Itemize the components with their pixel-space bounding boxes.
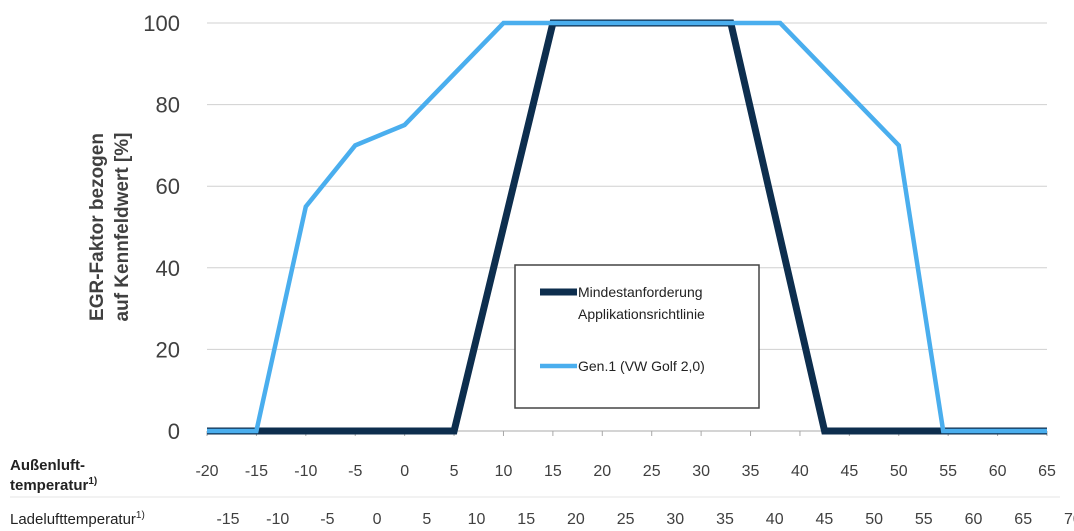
y-axis-title-line: auf Kennfeldwert [%] <box>112 133 133 322</box>
x-row1-label-line2: temperatur1) <box>10 476 97 494</box>
x-axis: Außenluft-temperatur1) -20 -15 -10 -5 0 5 10 15 2… <box>10 457 1074 528</box>
x-tick-label: 55 <box>939 463 957 480</box>
x-row1-footnote: 1) <box>88 476 97 487</box>
y-tick-label: 80 <box>156 93 180 118</box>
x-row2-tick-label: 70 <box>1064 511 1074 528</box>
x-row2-footnote: 1) <box>136 510 145 521</box>
x-tick-label: 65 <box>1038 463 1056 480</box>
y-axis-title: EGR-Faktor bezogen auf Kennfeldwert [%] <box>87 133 133 322</box>
y-tick-label: 60 <box>156 174 180 199</box>
x-row2-label: Ladelufttemperatur1) <box>10 510 145 528</box>
x-row2-tick-label: 30 <box>666 511 684 528</box>
x-row2-tick-label: -15 <box>216 511 239 528</box>
x-row2-tick-label: 65 <box>1014 511 1032 528</box>
x-row2-tick-label: 60 <box>965 511 983 528</box>
x-row2-tick-label: -10 <box>266 511 289 528</box>
x-tick-label: 60 <box>989 463 1007 480</box>
x-row2-tick-label: 25 <box>617 511 635 528</box>
x-tick-label: -20 <box>195 463 218 480</box>
y-tick-label: 40 <box>156 256 180 281</box>
legend-label-2: Gen.1 (VW Golf 2,0) <box>578 358 705 374</box>
x-tick-label: 15 <box>544 463 562 480</box>
x-row2-tick-label: 15 <box>517 511 535 528</box>
series-line-2 <box>207 20 1047 434</box>
x-tick-label: 25 <box>643 463 661 480</box>
x-row2-tick-label: 45 <box>816 511 834 528</box>
x-tick-label: 30 <box>692 463 710 480</box>
x-row2-tick-label: 5 <box>422 511 431 528</box>
x-tick-label: -15 <box>245 463 268 480</box>
x-tick-label: -10 <box>294 463 317 480</box>
x-row2-tick-label: 40 <box>766 511 784 528</box>
x-tick-label: 5 <box>450 463 459 480</box>
x-tick-label: 40 <box>791 463 809 480</box>
x-tick-label: -5 <box>348 463 362 480</box>
x-row2-tick-label: 10 <box>468 511 486 528</box>
x-tick-label: 50 <box>890 463 908 480</box>
y-axis: 0 20 40 60 80 100 EGR-Faktor bezogen auf Kennfe… <box>87 11 180 444</box>
x-row1-label-line1: Außenluft- <box>10 457 85 474</box>
y-tick-label: 100 <box>143 11 180 36</box>
x-tick-label: 0 <box>400 463 409 480</box>
x-row2-tick-label: 20 <box>567 511 585 528</box>
x-tick-label: 45 <box>840 463 858 480</box>
series-layer <box>207 19 1047 435</box>
x-tick-label: 35 <box>742 463 760 480</box>
y-axis-title-line: EGR-Faktor bezogen <box>87 133 108 321</box>
x-row2-tick-label: 35 <box>716 511 734 528</box>
x-row2-tick-label: 55 <box>915 511 933 528</box>
y-tick-label: 20 <box>156 337 180 362</box>
legend: Mindestanforderung Applikationsrichtlinie… <box>514 264 760 409</box>
legend-label-1: Mindestanforderung <box>578 284 703 300</box>
y-tick-label: 0 <box>168 419 180 444</box>
x-row2-tick-label: 50 <box>865 511 883 528</box>
x-tick-label: 20 <box>593 463 611 480</box>
legend-label-1: Applikationsrichtlinie <box>578 306 705 322</box>
x-row2-tick-label: 0 <box>373 511 382 528</box>
x-row2-tick-label: -5 <box>320 511 334 528</box>
x-tick-label: 10 <box>495 463 513 480</box>
